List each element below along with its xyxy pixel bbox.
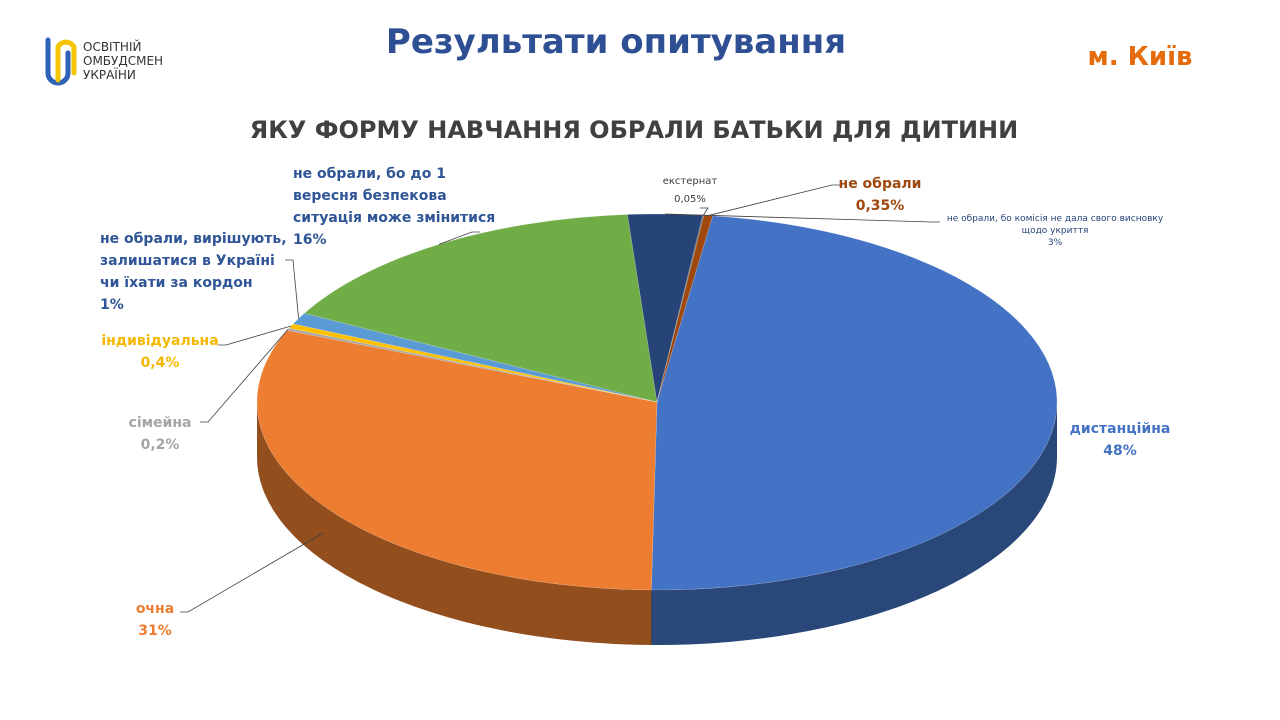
value-label: 3% xyxy=(1047,238,1063,248)
leader-line xyxy=(665,213,940,223)
category-label: очна xyxy=(135,601,175,617)
pie-slice-side xyxy=(651,402,1057,645)
value-label: 16% xyxy=(293,232,327,248)
leader-line xyxy=(180,532,324,613)
logo-icon xyxy=(45,37,77,86)
leader-line xyxy=(285,259,299,319)
pie-slice xyxy=(292,313,658,403)
value-label: 48% xyxy=(1103,443,1137,459)
value-label: 1% xyxy=(100,297,124,313)
category-label: дистанційна xyxy=(1069,421,1171,437)
category-label: сімейна xyxy=(128,415,192,431)
data-label: дистанційна 48% xyxy=(1040,418,1200,462)
leader-line xyxy=(438,231,480,245)
pie-slice xyxy=(651,215,1058,591)
leader-line xyxy=(708,184,840,216)
category-label: не обрали, вирішують, залишатися в Украї… xyxy=(100,231,287,291)
city: м. Київ xyxy=(1087,42,1193,72)
data-label: сімейна 0,2% xyxy=(110,412,210,456)
category-label: не обрали, бо до 1 вересня безпекова сит… xyxy=(293,166,496,226)
value-label: 0,2% xyxy=(140,437,180,453)
value-label: 0,35% xyxy=(855,198,905,214)
data-label: не обрали, бо комісія не дала свого висн… xyxy=(935,213,1175,249)
pie-slice-side xyxy=(257,402,652,645)
category-label: індивідуальна xyxy=(101,333,219,349)
value-label: 31% xyxy=(138,623,172,639)
data-label: не обрали, бо до 1 вересня безпекова сит… xyxy=(293,163,508,251)
category-label: не обрали xyxy=(838,176,922,192)
leader-line xyxy=(200,329,289,423)
data-label: індивідуальна 0,4% xyxy=(90,330,230,374)
leader-line xyxy=(700,207,709,216)
data-label: очна 31% xyxy=(110,598,200,642)
leader-line xyxy=(218,325,292,346)
value-label: 0,4% xyxy=(140,355,180,371)
chart-title: ЯКУ ФОРМУ НАВЧАННЯ ОБРАЛИ БАТЬКИ ДЛЯ ДИТ… xyxy=(249,116,1019,144)
value-label: 0,05% xyxy=(674,194,706,205)
pie-slice xyxy=(256,330,658,591)
data-label: не обрали 0,35% xyxy=(820,173,940,217)
slide-title: Результати опитування xyxy=(385,22,847,62)
category-label: не обрали, бо комісія не дала свого висн… xyxy=(946,214,1164,236)
category-label: екстернат xyxy=(662,176,718,187)
data-label: не обрали, вирішують, залишатися в Украї… xyxy=(100,228,295,316)
data-label: екстернат 0,05% xyxy=(650,173,730,209)
logo-text: ОСВІТНІЙ ОМБУДСМЕН УКРАЇНИ xyxy=(83,40,164,82)
